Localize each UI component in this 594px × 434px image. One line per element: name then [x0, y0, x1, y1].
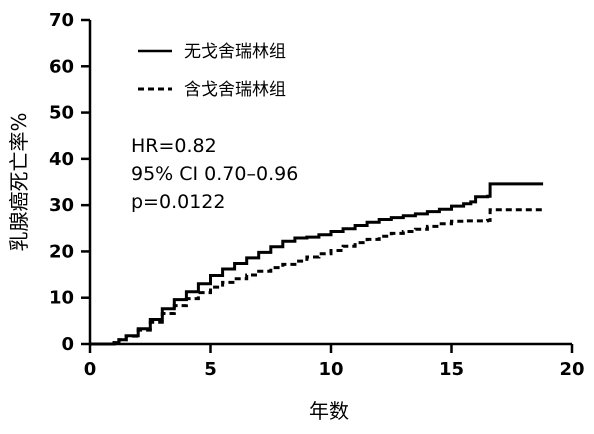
- y-ticks: 0 10 20 30 40 50 60 70: [49, 10, 90, 355]
- legend-label-goserelin: 含戈舍瑞林组: [184, 80, 286, 100]
- y-tick-label: 40: [49, 149, 74, 170]
- y-tick-label: 50: [49, 103, 74, 124]
- y-tick-label: 70: [49, 10, 74, 31]
- x-tick-label: 0: [84, 359, 97, 380]
- stats-annotation: HR=0.82 95% CI 0.70–0.96 p=0.0122: [131, 135, 298, 213]
- x-tick-label: 10: [318, 359, 343, 380]
- legend: 无戈舍瑞林组 含戈舍瑞林组: [138, 42, 286, 100]
- axes: 0 5 10 15 20 0 10 20 30 40 50 60 70: [49, 10, 585, 380]
- p-value-text: p=0.0122: [131, 191, 225, 213]
- y-tick-label: 60: [49, 56, 74, 77]
- confidence-interval-text: 95% CI 0.70–0.96: [131, 163, 298, 185]
- hazard-ratio-text: HR=0.82: [131, 135, 217, 157]
- series-layer: [90, 182, 544, 346]
- y-tick-label: 20: [49, 241, 74, 262]
- y-axis-title: 乳腺癌死亡率%: [7, 112, 31, 251]
- x-tick-label: 20: [559, 359, 584, 380]
- series-line-goserelin: [90, 208, 544, 346]
- legend-label-no-goserelin: 无戈舍瑞林组: [184, 42, 286, 62]
- x-tick-label: 5: [204, 359, 217, 380]
- x-axis-title: 年数: [309, 399, 349, 423]
- x-tick-label: 15: [439, 359, 464, 380]
- y-tick-label: 30: [49, 195, 74, 216]
- y-tick-label: 0: [61, 334, 74, 355]
- series-line-no-goserelin: [90, 182, 544, 346]
- x-ticks: 0 5 10 15 20: [84, 344, 585, 380]
- y-tick-label: 10: [49, 288, 74, 309]
